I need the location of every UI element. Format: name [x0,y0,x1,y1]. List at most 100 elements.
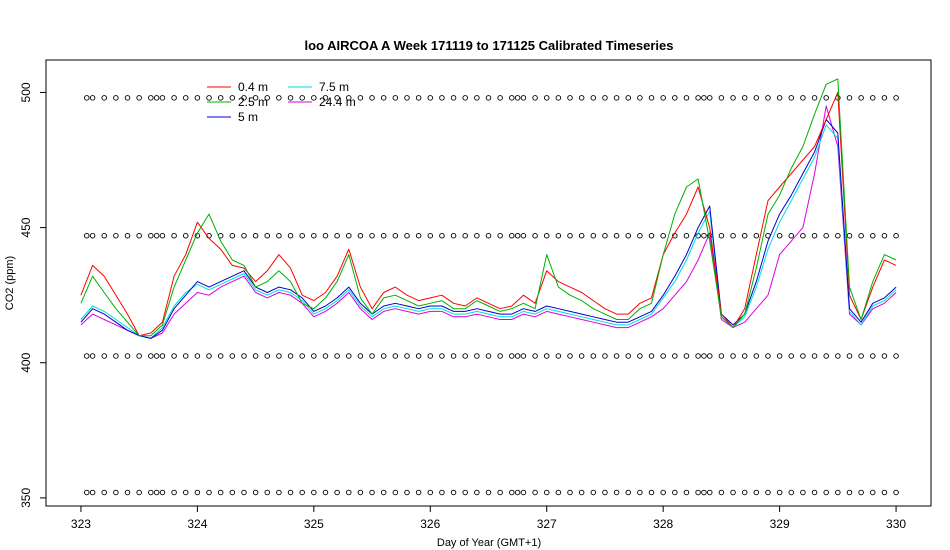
calibration-point [800,232,806,239]
legend-label: 7.5 m [319,80,349,94]
calibration-point [590,95,597,101]
calibration-point [578,232,585,239]
calibration-point [357,232,364,239]
calibration-point [625,353,631,359]
calibration-point [695,353,701,359]
calibration-point [276,353,282,359]
calibration-point [136,353,142,359]
calibration-point [788,489,795,496]
calibration-point [369,95,375,101]
calibration-point [276,489,282,496]
calibration-point [811,95,818,101]
calibration-point [858,489,864,496]
calibration-point [474,95,480,101]
calibration-point [741,95,748,101]
x-tick-label: 329 [770,517,790,531]
calibration-point [311,353,317,359]
calibration-point [380,353,387,359]
calibration-point [893,95,899,101]
calibration-point [194,353,201,359]
calibration-point [683,232,690,239]
calibration-point [474,489,480,496]
calibration-point [462,232,468,239]
calibration-point [427,232,434,239]
calibration-point [450,95,457,101]
calibration-point [881,489,888,496]
calibration-point [532,95,538,101]
calibration-point [462,489,468,496]
series-line [80,105,897,339]
calibration-point [613,489,620,496]
calibration-point [206,95,212,101]
calibration-point [707,489,713,496]
calibration-point [509,232,515,239]
calibration-point [543,95,550,101]
calibration-point [514,489,521,496]
calibration-point [264,353,271,359]
calibration-point [404,489,410,496]
calibration-point [765,353,771,359]
calibration-point [153,232,160,239]
calibration-point [334,232,340,239]
calibration-point [357,95,364,101]
calibration-point [753,353,760,359]
calibration-point [159,95,166,101]
calibration-point [765,95,771,101]
x-tick-label: 327 [537,517,557,531]
calibration-point [89,95,96,101]
calibration-point [124,95,131,101]
calibration-point [171,489,177,496]
calibration-point [380,232,387,239]
calibration-point [811,489,818,496]
calibration-point [369,232,375,239]
calibration-point [567,353,573,359]
calibration-point [124,489,131,496]
calibration-point [567,489,573,496]
calibration-point [672,489,678,496]
calibration-point [322,353,329,359]
calibration-point [520,232,527,239]
calibration-point [753,489,760,496]
x-tick-label: 328 [653,517,673,531]
calibration-point [182,353,189,359]
calibration-point [194,489,201,496]
calibration-point [404,353,410,359]
calibration-point [858,353,864,359]
calibration-point [870,353,876,359]
calibration-point [672,353,678,359]
series-line [80,119,897,339]
calibration-point [532,232,538,239]
calibration-point [637,489,643,496]
calibration-point [217,95,224,101]
calibration-point [602,353,608,359]
calibration-point [369,489,375,496]
calibration-point [823,232,829,239]
calibration-point [509,353,515,359]
calibration-point [89,232,96,239]
calibration-point [695,95,701,101]
calibration-point [718,489,725,496]
calibration-point [800,95,806,101]
plot-frame [45,59,932,507]
calibration-point [299,95,305,101]
calibration-point [730,489,736,496]
calibration-point [514,232,521,239]
calibration-point [555,232,562,239]
calibration-point [415,489,422,496]
calibration-point [660,95,666,101]
calibration-point [788,95,795,101]
calibration-point [485,353,492,359]
calibration-point [264,95,271,101]
calibration-point [415,232,422,239]
calibration-point [637,95,643,101]
calibration-point [858,95,864,101]
series-lines [80,78,897,339]
calibration-point [520,353,527,359]
calibration-point [835,353,841,359]
calibration-point [648,353,655,359]
calibration-point [124,353,131,359]
x-axis-label: Day of Year (GMT+1) [437,537,541,549]
calibration-point [346,232,352,239]
x-tick-label: 330 [886,517,906,531]
